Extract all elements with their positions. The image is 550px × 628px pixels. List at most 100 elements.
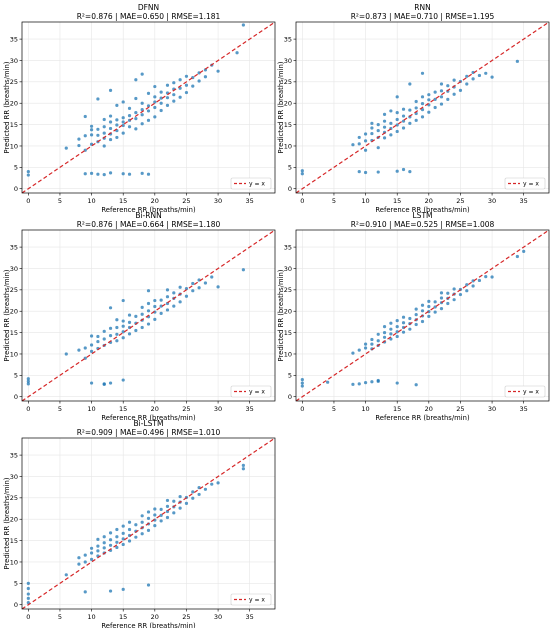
scatter-point xyxy=(140,532,144,536)
scatter-point xyxy=(96,97,100,101)
scatter-point xyxy=(172,93,176,97)
scatter-point xyxy=(420,102,425,106)
scatter-point xyxy=(357,382,361,386)
scatter-point xyxy=(165,83,170,87)
scatter-point xyxy=(414,307,418,311)
y-tick-label: 20 xyxy=(284,308,292,316)
x-tick-label: 15 xyxy=(393,405,401,413)
scatter-point xyxy=(446,97,450,101)
y-axis-label: Predicted RR (breaths/min) xyxy=(3,269,11,361)
scatter-point xyxy=(64,146,68,150)
data-layer xyxy=(296,230,549,401)
scatter-point xyxy=(77,137,81,141)
x-tick-label: 35 xyxy=(246,197,254,205)
scatter-point xyxy=(89,128,94,132)
subplot-title: DFNN xyxy=(138,3,159,12)
scatter-point xyxy=(300,172,304,176)
scatter-point xyxy=(414,99,418,104)
y-tick-label: 25 xyxy=(10,286,18,294)
y-tick-label: 25 xyxy=(284,286,292,294)
scatter-point xyxy=(300,169,304,173)
scatter-point xyxy=(414,106,418,110)
y-tick-label: 30 xyxy=(284,57,292,65)
scatter-point xyxy=(165,103,170,107)
scatter-point xyxy=(127,520,132,524)
scatter-point xyxy=(178,78,182,82)
scatter-point xyxy=(395,129,399,134)
scatter-point xyxy=(83,346,87,350)
scatter-point xyxy=(389,327,393,331)
scatter-point xyxy=(191,289,195,293)
scatter-point xyxy=(140,171,144,175)
scatter-point xyxy=(121,298,125,303)
scatter-point xyxy=(370,121,374,125)
subplot-metrics: R²=0.909 | MAE=0.496 | RMSE=1.010 xyxy=(77,428,221,437)
scatter-point xyxy=(159,507,163,511)
scatter-point xyxy=(376,170,380,174)
scatter-point xyxy=(153,84,157,89)
scatter-point xyxy=(357,348,361,352)
scatter-point xyxy=(241,23,245,27)
scatter-point xyxy=(134,523,138,527)
scatter-point xyxy=(140,305,144,309)
scatter-point xyxy=(408,121,412,125)
scatter-point xyxy=(159,519,163,523)
scatter-point xyxy=(96,133,100,137)
scatter-point xyxy=(420,303,425,307)
x-tick-label: 5 xyxy=(58,613,62,621)
scatter-point xyxy=(96,339,100,344)
scatter-point xyxy=(77,562,81,566)
x-tick-label: 15 xyxy=(119,613,127,621)
plot-frame xyxy=(21,229,276,402)
scatter-point xyxy=(389,109,393,113)
scatter-point xyxy=(401,107,406,111)
scatter-point xyxy=(395,325,399,329)
legend-box xyxy=(230,385,272,398)
scatter-point xyxy=(140,113,144,117)
scatter-point xyxy=(121,319,125,323)
scatter-point xyxy=(300,381,304,385)
scatter-point xyxy=(477,73,482,78)
scatter-point xyxy=(165,96,170,100)
scatter-point xyxy=(241,467,245,471)
y-tick-label: 25 xyxy=(10,494,18,502)
scatter-point xyxy=(121,120,125,124)
scatter-point xyxy=(146,118,151,122)
x-tick-label: 30 xyxy=(214,405,222,413)
y-tick-label: 35 xyxy=(284,35,292,43)
scatter-point xyxy=(414,383,418,387)
scatter-point xyxy=(102,541,106,545)
scatter-point xyxy=(433,97,437,101)
scatter-point xyxy=(376,123,380,127)
scatter-point xyxy=(363,346,368,350)
y-tick-label: 15 xyxy=(10,537,18,545)
scatter-point xyxy=(89,349,94,354)
subplot-metrics: R²=0.876 | MAE=0.650 | RMSE=1.181 xyxy=(77,12,221,21)
y-tick-label: 20 xyxy=(284,100,292,108)
scatter-point xyxy=(159,101,163,105)
subplot-title: RNN xyxy=(414,3,430,12)
scatter-point xyxy=(26,586,30,591)
scatter-point xyxy=(134,328,138,333)
scatter-point xyxy=(408,327,412,331)
scatter-point xyxy=(184,74,189,78)
scatter-point xyxy=(490,75,494,79)
scatter-point xyxy=(102,144,106,148)
subplot-1: 0 5 10 15 20 25 30 35 0 5 10 15 20 25 30 35 DFNNR²=0.876… xyxy=(3,3,276,214)
subplot-title: Bi-RNN xyxy=(135,211,161,220)
scatter-point xyxy=(127,320,132,324)
scatter-point xyxy=(458,292,463,297)
scatter-point xyxy=(452,287,456,291)
scatter-point xyxy=(121,330,125,334)
scatter-point xyxy=(121,324,125,328)
x-axis-label: Reference RR (breaths/min) xyxy=(101,622,196,628)
scatter-point xyxy=(153,507,157,511)
x-tick-label: 35 xyxy=(520,197,528,205)
scatter-point xyxy=(363,148,368,152)
scatter-point xyxy=(115,332,119,336)
scatter-point xyxy=(146,172,151,176)
reference-line-y-equals-x xyxy=(22,22,275,193)
scatter-point xyxy=(191,84,195,88)
scatter-point xyxy=(376,128,380,133)
scatter-point xyxy=(146,528,151,532)
